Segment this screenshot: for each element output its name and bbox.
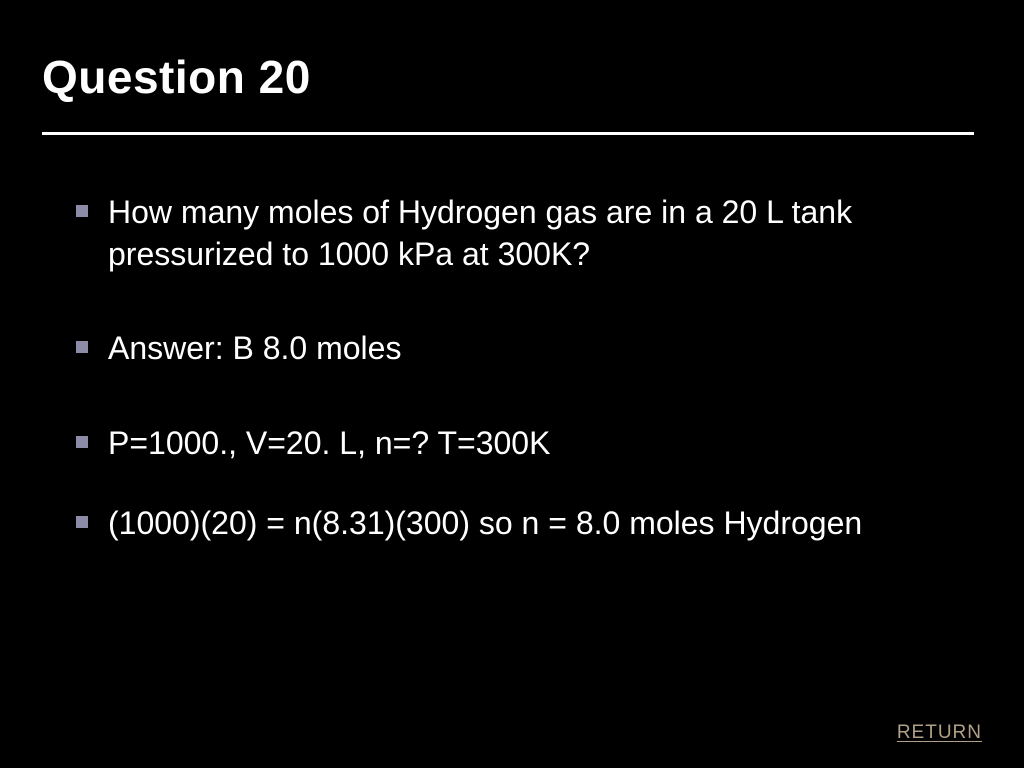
bullet-marker-icon: [76, 205, 88, 217]
slide-container: Question 20 How many moles of Hydrogen g…: [0, 0, 1024, 768]
bullet-item: How many moles of Hydrogen gas are in a …: [76, 191, 978, 275]
bullet-text: How many moles of Hydrogen gas are in a …: [108, 191, 978, 275]
slide-title: Question 20: [0, 0, 1024, 132]
bullet-item: (1000)(20) = n(8.31)(300) so n = 8.0 mol…: [76, 502, 978, 544]
bullet-text: (1000)(20) = n(8.31)(300) so n = 8.0 mol…: [108, 502, 862, 544]
slide-content: How many moles of Hydrogen gas are in a …: [0, 135, 1024, 544]
return-link[interactable]: RETURN: [897, 722, 982, 744]
bullet-text: Answer: B 8.0 moles: [108, 327, 401, 369]
bullet-marker-icon: [76, 516, 88, 528]
bullet-text: P=1000., V=20. L, n=? T=300K: [108, 422, 550, 464]
bullet-item: Answer: B 8.0 moles: [76, 327, 978, 369]
bullet-marker-icon: [76, 341, 88, 353]
bullet-item: P=1000., V=20. L, n=? T=300K: [76, 422, 978, 464]
bullet-marker-icon: [76, 436, 88, 448]
